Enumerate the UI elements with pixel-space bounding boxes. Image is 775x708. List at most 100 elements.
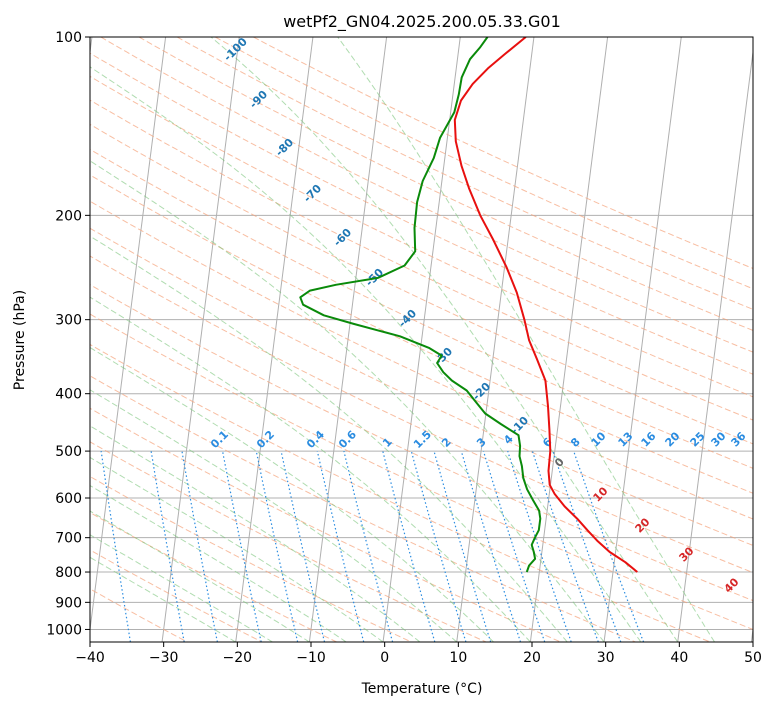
chart-title: wetPf2_GN04.2025.200.05.33.G01 <box>283 12 561 32</box>
mixing-ratio-line <box>507 450 572 642</box>
dry-adiabat-line <box>90 75 753 398</box>
moist-adiabat-line <box>90 484 347 642</box>
mixing-ratio-line <box>222 450 262 642</box>
y-tick-label: 300 <box>55 313 82 329</box>
isotherm-layer <box>90 37 753 642</box>
dry-adiabat-line <box>90 123 753 445</box>
moist-adiabat-line <box>90 160 605 642</box>
moist-adiabat-line <box>90 425 421 642</box>
moist-adiabat-line <box>90 534 273 642</box>
x-tick-label: 20 <box>523 650 541 666</box>
moist-adiabat-label: 20 <box>633 515 653 535</box>
mixing-ratio-label: 3 <box>474 435 489 450</box>
x-tick-label: −20 <box>223 650 253 666</box>
moist-adiabat-label: 30 <box>677 544 697 564</box>
moist-adiabat-line <box>90 456 384 642</box>
moist-adiabat-layer <box>90 37 716 642</box>
y-tick-label: 1000 <box>46 622 82 638</box>
isotherm-line <box>235 37 314 642</box>
isotherm-label: -50 <box>363 266 386 289</box>
y-tick-label: 200 <box>55 208 82 224</box>
mixing-ratio-line <box>280 450 326 642</box>
y-tick-label: 800 <box>55 565 82 581</box>
isotherm-label: -100 <box>221 35 250 64</box>
grid-layer <box>90 37 753 630</box>
mixing-ratio-line <box>460 450 522 642</box>
y-tick-label: 700 <box>55 531 82 547</box>
isotherm-line <box>90 37 167 634</box>
dry-adiabat-line <box>90 174 753 494</box>
y-axis: 100 200 300 400 500 600 700 800 900 1000 <box>46 30 90 638</box>
isotherm-line <box>529 37 609 642</box>
mixing-ratio-line <box>573 450 645 642</box>
x-tick-label: −40 <box>75 650 105 666</box>
isotherm-label: -40 <box>396 307 419 330</box>
dry-adiabat-line <box>90 313 753 630</box>
mixing-ratio-label: 0.2 <box>254 428 277 451</box>
mixing-ratio-label: 2 <box>439 435 454 450</box>
mixing-ratio-line <box>382 450 436 642</box>
mixing-ratio-label: 0.6 <box>336 428 359 451</box>
isotherm-line <box>750 625 753 642</box>
mixing-ratio-layer <box>100 450 645 642</box>
isotherm-label: -30 <box>432 345 455 368</box>
y-tick-label: 100 <box>55 30 82 46</box>
moist-adiabat-label: 0 <box>552 455 567 470</box>
mixing-ratio-label: 36 <box>729 429 749 449</box>
dry-adiabat-line <box>138 37 753 331</box>
dry-adiabat-line <box>90 284 753 602</box>
x-tick-label: −10 <box>296 650 326 666</box>
y-tick-label: 900 <box>55 595 82 611</box>
moist-adiabat-label: 10 <box>591 484 611 504</box>
dry-adiabat-line <box>215 37 753 290</box>
profile-layer <box>299 37 638 573</box>
isotherm-line <box>161 37 240 642</box>
isotherm-line <box>603 37 682 642</box>
isotherm-line <box>677 48 753 642</box>
x-tick-label: 40 <box>670 650 688 666</box>
temperature-profile-line <box>453 37 638 573</box>
dry-adiabat-line <box>90 148 753 469</box>
isotherm-label: -60 <box>331 226 354 249</box>
isotherm-label: -80 <box>273 136 296 159</box>
moist-adiabat-line <box>90 296 531 642</box>
isotherm-line <box>382 37 461 642</box>
x-tick-label: 50 <box>744 650 762 666</box>
y-tick-label: 500 <box>55 444 82 460</box>
dewpoint-profile-line <box>299 37 542 573</box>
y-axis-title: Pressure (hPa) <box>12 290 28 390</box>
mixing-ratio-line <box>255 450 299 642</box>
isotherm-line <box>456 37 535 642</box>
dry-adiabat-line <box>100 37 753 353</box>
mixing-ratio-line <box>181 451 218 642</box>
mixing-ratio-line <box>316 450 365 642</box>
moist-adiabat-line <box>90 235 568 642</box>
dry-adiabat-line <box>90 343 711 642</box>
mixing-ratio-label: 8 <box>568 435 583 450</box>
mixing-ratio-line <box>343 450 394 642</box>
mixing-ratio-label: 16 <box>639 429 659 449</box>
x-axis-title: Temperature (°C) <box>361 681 483 697</box>
mixing-ratio-line <box>552 450 622 642</box>
dry-adiabat-line <box>90 99 753 421</box>
dry-adiabat-line <box>90 511 337 642</box>
mixing-ratio-label: 20 <box>663 429 683 449</box>
dry-adiabat-line <box>90 52 753 375</box>
x-tick-label: 10 <box>449 650 467 666</box>
dry-adiabat-line <box>90 227 753 546</box>
moist-adiabat-line <box>90 510 310 642</box>
moist-adiabat-line <box>90 556 236 642</box>
dry-adiabat-line <box>253 37 753 269</box>
mixing-ratio-line <box>433 450 492 642</box>
x-axis: −40 −30 −20 −10 0 10 20 30 40 50 <box>75 642 762 666</box>
moist-adiabat-label: 40 <box>722 575 742 595</box>
y-tick-label: 600 <box>55 491 82 507</box>
mixing-ratio-line <box>531 450 599 642</box>
moist-adiabat-line <box>90 66 642 642</box>
dry-adiabat-line <box>90 255 753 574</box>
mixing-ratio-label: 13 <box>616 430 636 450</box>
mixing-ratio-line <box>410 450 467 642</box>
dry-adiabat-line <box>90 441 487 642</box>
x-tick-label: 0 <box>380 650 389 666</box>
